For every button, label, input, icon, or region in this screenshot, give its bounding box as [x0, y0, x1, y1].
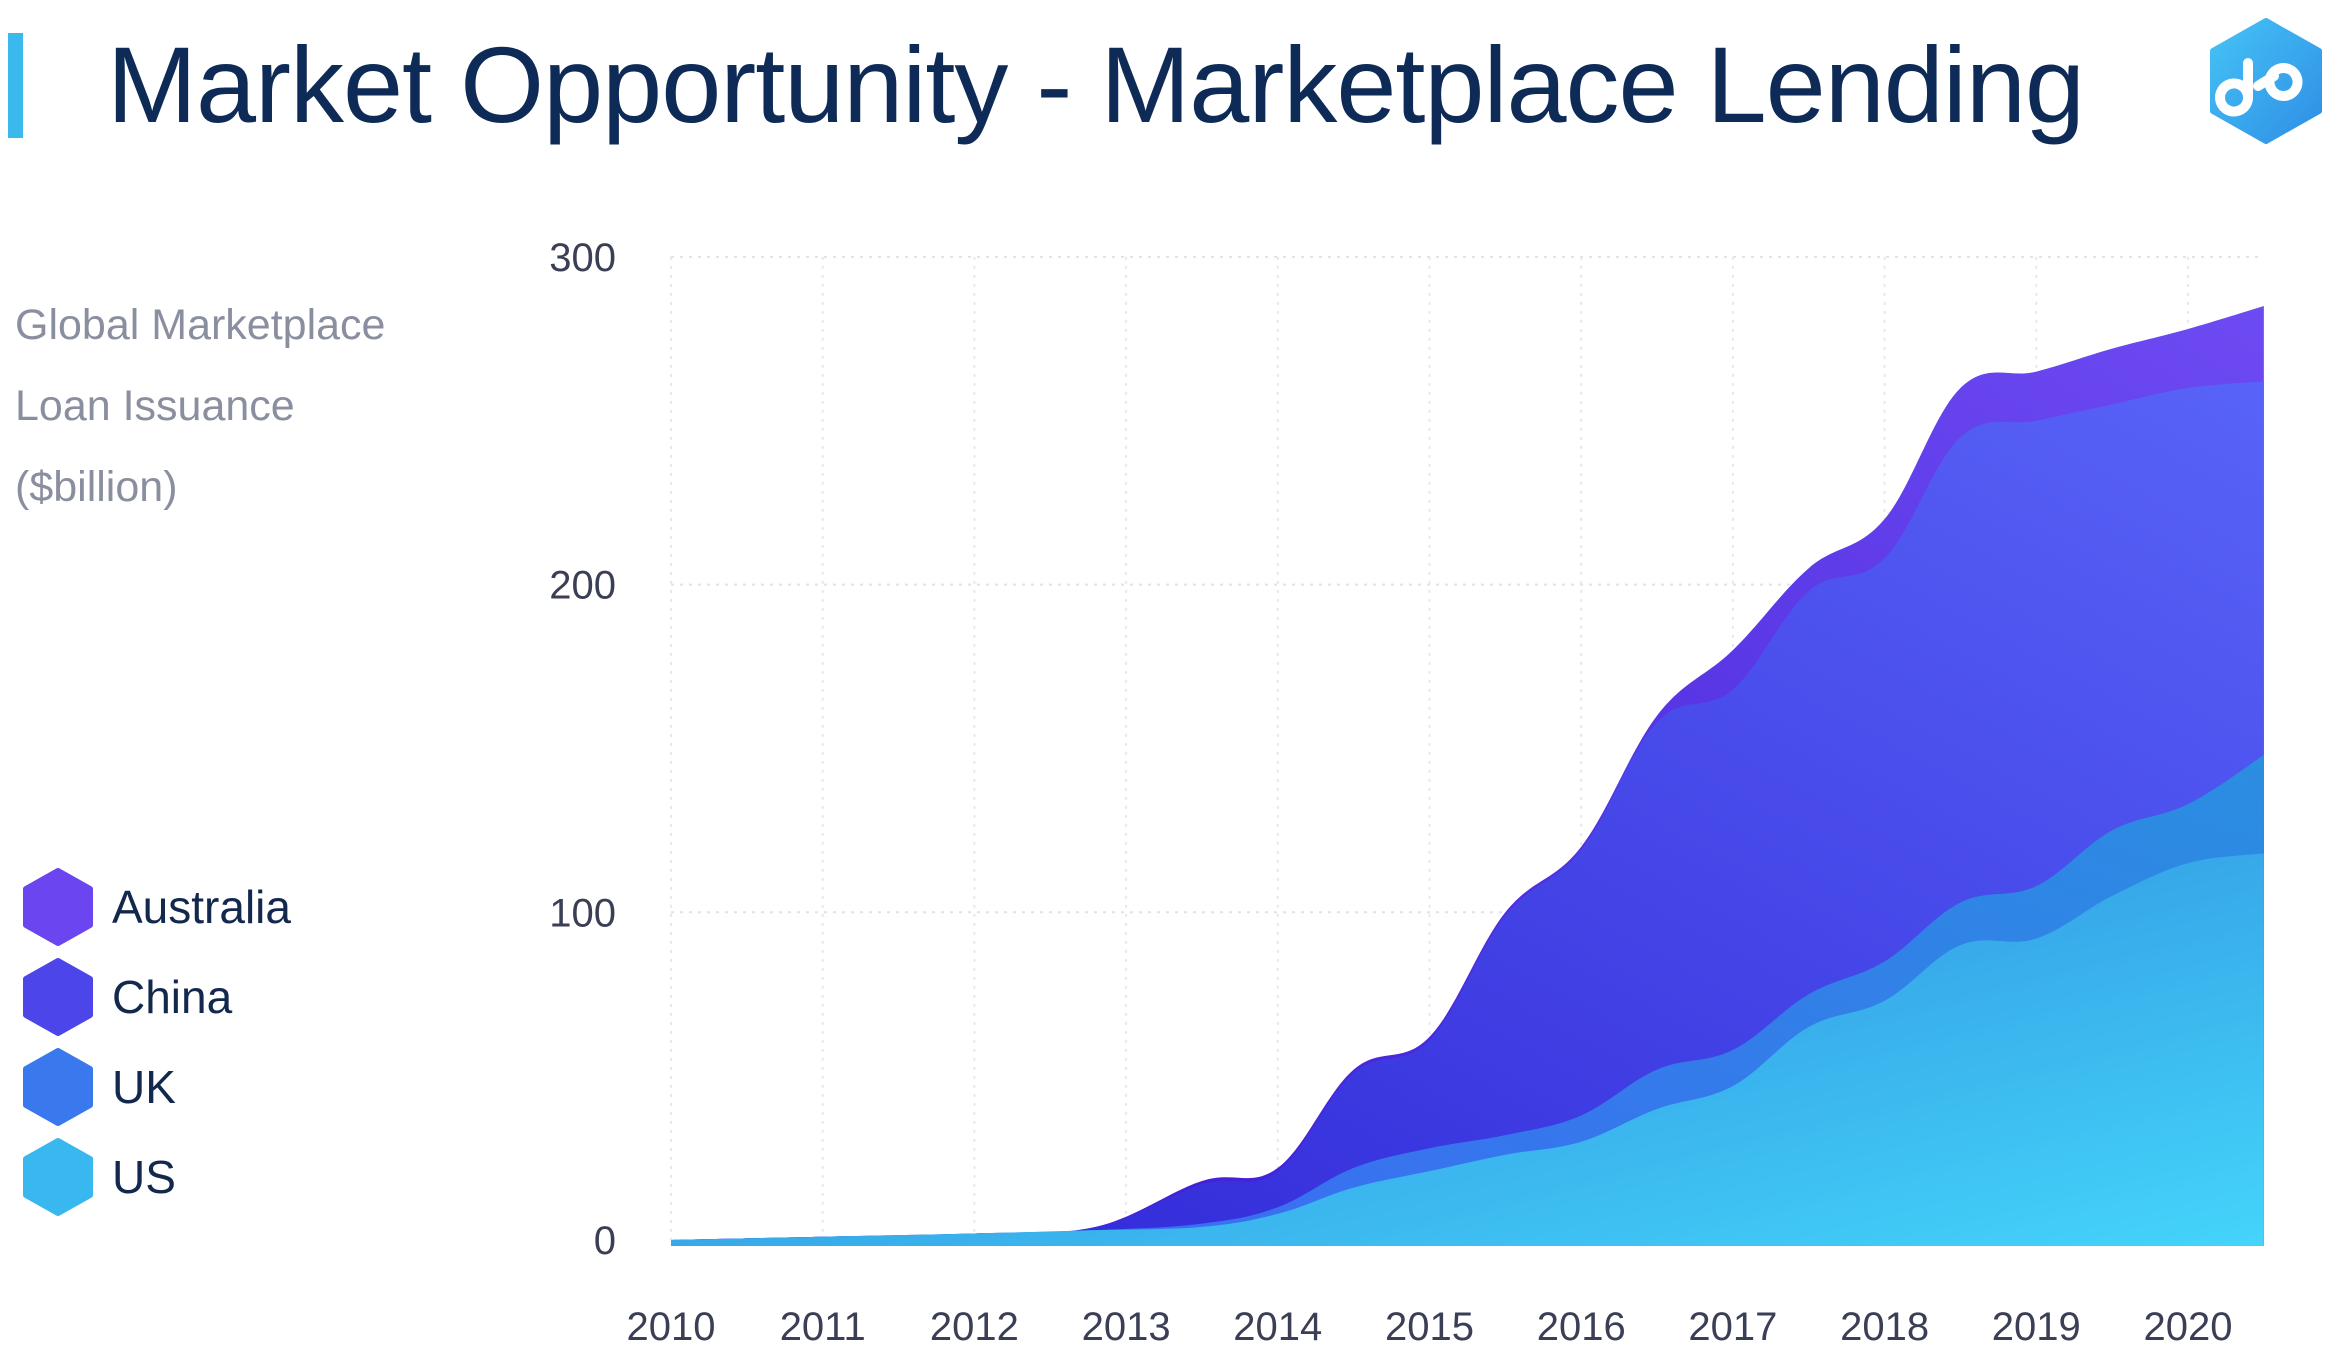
hexagon-swatch-icon [23, 1048, 93, 1126]
x-tick-label: 2016 [1537, 1305, 1626, 1349]
x-tick-label: 2013 [1082, 1305, 1171, 1349]
y-axis-title-line: Global Marketplace [15, 301, 386, 349]
page-title: Market Opportunity - Marketplace Lending [107, 24, 2085, 145]
x-tick-label: 2015 [1385, 1305, 1474, 1349]
hexagon-swatch-icon [23, 868, 93, 946]
area-us [671, 853, 2264, 1246]
y-tick-label: 0 [594, 1219, 616, 1263]
x-tick-label: 2017 [1688, 1305, 1777, 1349]
hexagon-swatch-icon [23, 1138, 93, 1216]
legend-label: UK [112, 1061, 176, 1113]
x-tick-label: 2020 [2144, 1305, 2233, 1349]
y-axis-title: Global Marketplace Loan Issuance ($billi… [15, 285, 385, 528]
legend-item-us: US [22, 1132, 291, 1222]
x-tick-label: 2014 [1233, 1305, 1322, 1349]
x-tick-label: 2011 [780, 1305, 866, 1349]
chain-link-hexagon-icon [2210, 18, 2322, 144]
y-axis-title-line: Loan Issuance [15, 382, 295, 430]
x-tick-label: 2018 [1840, 1305, 1929, 1349]
legend-label: US [112, 1151, 176, 1203]
x-tick-label: 2012 [930, 1305, 1019, 1349]
legend-label: China [112, 971, 233, 1023]
legend-item-uk: UK [22, 1042, 291, 1132]
y-tick-label: 300 [549, 236, 616, 280]
hexagon-swatch-icon [23, 958, 93, 1036]
y-axis-title-line: ($billion) [15, 463, 178, 511]
y-tick-label: 200 [549, 564, 616, 608]
legend-item-china: China [22, 952, 291, 1042]
title-accent-bar [8, 33, 23, 138]
legend-label: Australia [112, 881, 291, 933]
y-tick-label: 100 [549, 891, 616, 935]
x-tick-label: 2019 [1992, 1305, 2081, 1349]
x-tick-label: 2010 [627, 1305, 716, 1349]
legend: Australia China UK US [22, 862, 291, 1222]
legend-item-australia: Australia [22, 862, 291, 952]
